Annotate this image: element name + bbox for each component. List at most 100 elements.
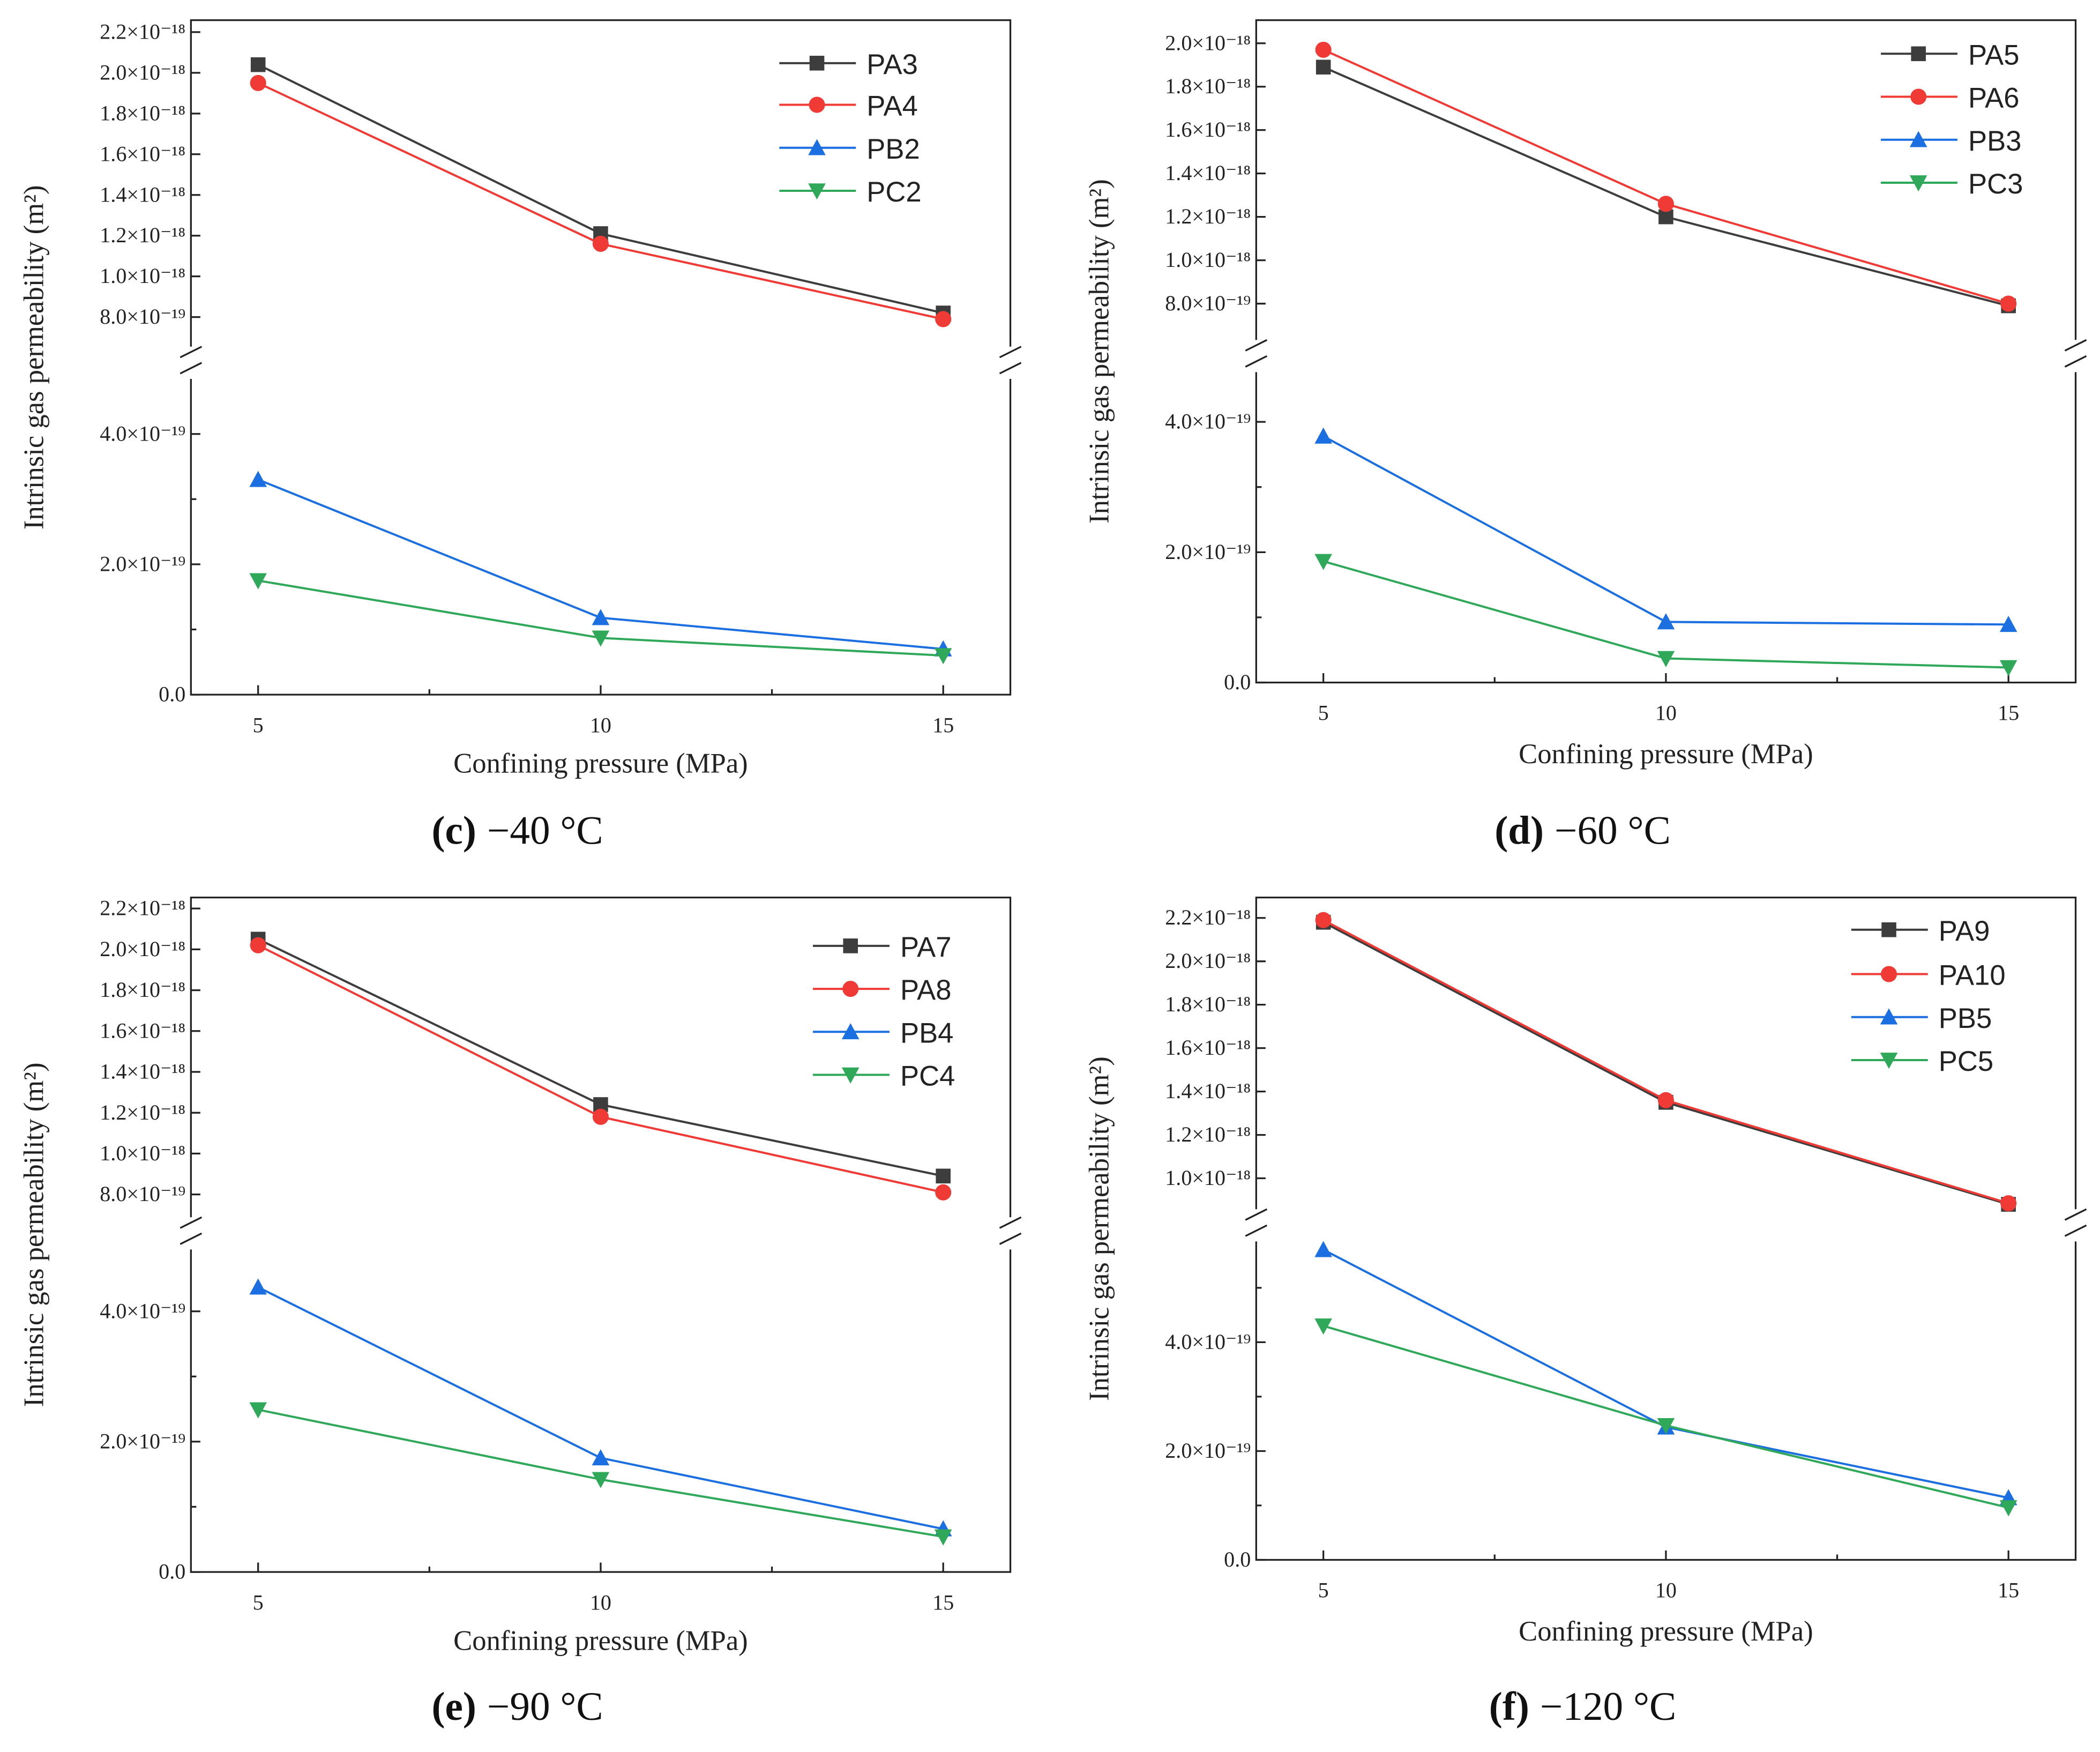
caption-letter: (c) — [431, 808, 476, 853]
data-point-PC4 — [249, 1402, 267, 1419]
series-line-PC5 — [1323, 1325, 2009, 1509]
caption-letter: (e) — [431, 1684, 476, 1729]
legend-marker-PA10 — [1881, 966, 1897, 982]
y-tick-label-lower: 4.0×10⁻¹⁹ — [100, 1299, 185, 1323]
data-point-PA6 — [2000, 295, 2017, 312]
x-tick-label: 15 — [932, 713, 954, 737]
axis-break-mark-left — [180, 1216, 203, 1245]
legend-marker-PA6 — [1910, 88, 1927, 105]
series-PA6 — [1315, 41, 2017, 312]
legend-marker-PB4 — [841, 1023, 860, 1040]
legend-label: PA6 — [1968, 83, 2020, 114]
y-tick-label-upper: 2.0×10⁻¹⁸ — [100, 60, 185, 84]
chart-panel-c: 5 10 15 8.0×10⁻¹⁹ 1.0×10⁻¹⁸ 1.2×10⁻¹⁸ 1.4×10⁻¹… — [19, 19, 1022, 853]
y-tick-label-upper: 2.2×10⁻¹⁸ — [100, 896, 185, 920]
plot-frame — [1255, 896, 2077, 1561]
y-tick-label-upper: 2.2×10⁻¹⁸ — [100, 19, 185, 43]
data-point-PA10 — [2000, 1195, 2017, 1212]
legend-label: PC2 — [866, 176, 921, 208]
x-tick-label: 5 — [1318, 1578, 1329, 1602]
y-tick-label-upper: 1.6×10⁻¹⁸ — [1165, 117, 1251, 141]
series-PC2 — [249, 573, 952, 665]
y-tick-label-upper: 1.4×10⁻¹⁸ — [100, 1060, 185, 1084]
legend-label: PA4 — [866, 91, 918, 122]
data-point-PC2 — [934, 648, 952, 665]
axis-break-mark-right — [999, 346, 1022, 375]
panel-caption: (c) −40 °C — [431, 808, 603, 853]
x-tick-label: 5 — [253, 1590, 264, 1614]
series-PA4 — [250, 74, 952, 327]
chart-panel-f: 5 10 15 1.0×10⁻¹⁸ 1.2×10⁻¹⁸ 1.4×10⁻¹⁸ 1.6×10⁻¹… — [1084, 896, 2087, 1729]
panel-caption: (e) −90 °C — [431, 1684, 603, 1729]
y-tick-label-lower: 0.0 — [1224, 1547, 1251, 1571]
series-line-PA7 — [257, 938, 944, 1177]
axis-break-mark-left — [1245, 339, 1268, 368]
data-point-PA4 — [592, 235, 609, 252]
legend-marker-PA3 — [809, 56, 825, 71]
y-axis-label: Intrinsic gas permeability (m²) — [19, 1062, 50, 1407]
series-line-PA6 — [1322, 49, 2009, 305]
legend-marker-PA5 — [1911, 46, 1926, 62]
legend-label: PC5 — [1939, 1046, 1993, 1077]
series-line-PA4 — [257, 82, 944, 320]
data-point-PC5 — [1657, 1418, 1675, 1435]
axis-break-mark-left — [180, 346, 203, 375]
y-tick-label-upper: 1.2×10⁻¹⁸ — [1165, 1122, 1251, 1146]
y-axis-label: Intrinsic gas permeability (m²) — [1084, 179, 1115, 524]
data-point-PA3 — [250, 57, 266, 72]
legend-label: PB3 — [1968, 125, 2021, 157]
legend-label: PA5 — [1968, 39, 2020, 71]
y-tick-label-lower: 4.0×10⁻¹⁹ — [1165, 1330, 1251, 1354]
data-point-PB4 — [249, 1278, 267, 1295]
x-tick-label: 15 — [932, 1590, 954, 1614]
y-tick-label-lower: 2.0×10⁻¹⁹ — [1165, 1438, 1251, 1463]
y-tick-label-upper: 1.6×10⁻¹⁸ — [100, 141, 185, 166]
y-axis-label: Intrinsic gas permeability (m²) — [1084, 1056, 1115, 1401]
data-point-PA6 — [1657, 196, 1674, 212]
series-PC3 — [1314, 554, 2017, 676]
data-point-PC3 — [1657, 651, 1675, 667]
plot-frame — [1255, 19, 2077, 684]
data-point-PA6 — [1315, 41, 1332, 58]
legend-marker-PC3 — [1909, 175, 1927, 192]
x-axis-label: Confining pressure (MPa) — [1519, 739, 1813, 770]
axis-break-mark-left — [1245, 1208, 1268, 1237]
caption-temperature: −60 °C — [1555, 808, 1671, 853]
caption-letter: (f) — [1489, 1684, 1529, 1729]
data-point-PA4 — [935, 311, 952, 327]
y-axis-label: Intrinsic gas permeability (m²) — [19, 185, 50, 530]
legend-label: PA9 — [1939, 915, 1990, 947]
series-PA8 — [250, 937, 952, 1201]
caption-letter: (d) — [1494, 808, 1544, 853]
axis-break-mark-right — [2064, 339, 2087, 368]
legend-marker-PA9 — [1881, 922, 1896, 937]
y-tick-label-lower: 0.0 — [159, 682, 185, 706]
data-point-PA10 — [1657, 1092, 1674, 1108]
y-tick-label-upper: 8.0×10⁻¹⁹ — [100, 304, 185, 329]
data-point-PA8 — [250, 937, 266, 953]
data-point-PC5 — [1999, 1500, 2017, 1517]
data-point-PC3 — [1999, 660, 2017, 676]
legend-marker-PA7 — [843, 938, 858, 953]
series-line-PA3 — [257, 63, 944, 314]
series-line-PB3 — [1322, 435, 2009, 626]
data-point-PC5 — [1314, 1318, 1332, 1335]
data-point-PA5 — [1658, 209, 1673, 225]
caption-temperature: −120 °C — [1540, 1684, 1676, 1729]
legend-label: PC3 — [1968, 168, 2023, 200]
data-point-PB2 — [592, 609, 610, 625]
x-tick-label: 15 — [1998, 701, 2019, 725]
y-tick-label-upper: 1.2×10⁻¹⁸ — [100, 223, 185, 247]
axis-break-mark-right — [2064, 1208, 2087, 1237]
y-tick-label-upper: 1.0×10⁻¹⁸ — [1165, 248, 1251, 272]
y-tick-label-upper: 2.0×10⁻¹⁸ — [100, 937, 185, 961]
y-tick-label-upper: 1.6×10⁻¹⁸ — [1165, 1035, 1251, 1060]
x-tick-label: 10 — [1655, 1578, 1677, 1602]
series-line-PA9 — [1322, 921, 2009, 1206]
x-tick-label: 5 — [253, 713, 264, 737]
data-point-PA4 — [250, 74, 266, 91]
data-point-PA8 — [935, 1184, 952, 1201]
caption-temperature: −90 °C — [487, 1684, 603, 1729]
x-tick-label: 5 — [1318, 701, 1329, 725]
